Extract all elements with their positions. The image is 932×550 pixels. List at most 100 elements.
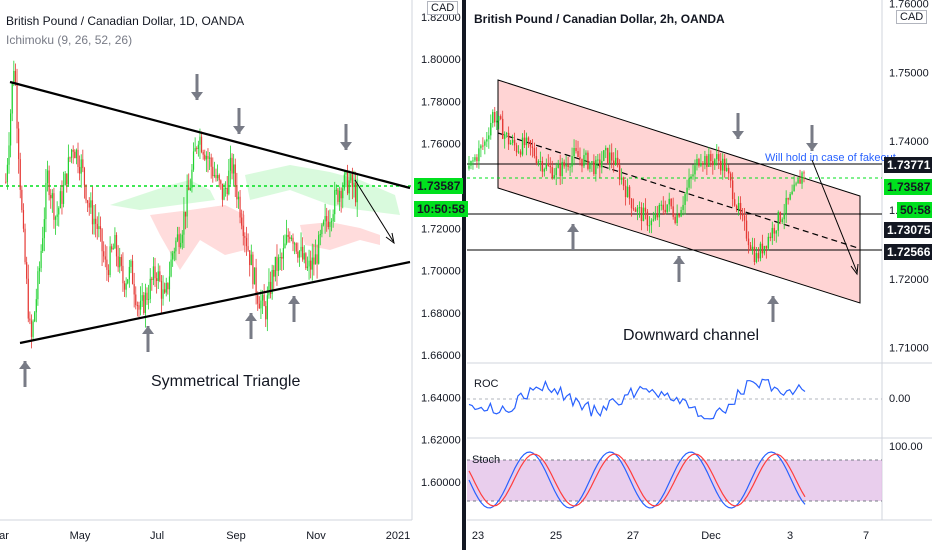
candle-body — [680, 209, 682, 217]
candle-body — [218, 175, 220, 181]
candle-body — [202, 151, 204, 155]
candle-body — [253, 267, 256, 285]
candle-body — [16, 83, 18, 129]
candle-body — [144, 292, 146, 313]
candle-body — [593, 161, 595, 175]
arrow-up-r1-head — [567, 224, 579, 232]
candle-body — [638, 207, 641, 209]
candle-body — [24, 228, 26, 263]
candle-body — [149, 278, 151, 299]
candle-body — [759, 243, 762, 259]
candle-body — [519, 151, 522, 155]
right-currency-badge[interactable]: CAD — [896, 10, 928, 24]
candle-body — [789, 194, 791, 200]
candle-body — [252, 254, 254, 285]
candle-body — [777, 211, 779, 231]
candle-body — [167, 283, 169, 290]
candle-body — [480, 145, 482, 149]
candle-body — [139, 300, 142, 310]
candle-body — [474, 157, 476, 161]
candle-body — [48, 170, 50, 196]
candle-body — [571, 156, 573, 167]
candle-body — [170, 259, 172, 277]
candle-body — [338, 190, 341, 202]
candle-body — [720, 160, 722, 171]
candle-body — [208, 157, 211, 159]
arrow-up-r3-head — [767, 296, 779, 304]
candle-body — [583, 155, 585, 167]
candle-body — [316, 254, 318, 264]
candle-body — [478, 148, 480, 162]
candle-body — [529, 140, 532, 147]
candle-body — [114, 235, 116, 249]
candle-body — [268, 281, 270, 296]
candle-body — [210, 157, 212, 167]
arrow-down-3-head — [340, 142, 352, 150]
candle-body — [241, 217, 243, 226]
candle-body — [75, 149, 78, 159]
candle-body — [197, 144, 199, 150]
candle-body — [151, 278, 153, 280]
candle-body — [662, 204, 664, 210]
candle-body — [40, 250, 42, 269]
candle-body — [771, 227, 773, 239]
candle-body — [282, 248, 284, 259]
candle-body — [611, 152, 613, 161]
candle-body — [69, 157, 71, 159]
ichimoku-cloud-bearish-1 — [150, 205, 245, 270]
candle-body — [123, 283, 126, 290]
candle-body — [543, 169, 546, 172]
candle-body — [708, 154, 710, 167]
candle-body — [601, 160, 603, 168]
candle-body — [535, 156, 538, 163]
candle-body — [225, 187, 227, 189]
candle-body — [353, 182, 355, 187]
candle-body — [722, 158, 724, 171]
candle-body — [620, 177, 623, 180]
candle-body — [545, 163, 548, 170]
candle-body — [250, 254, 252, 266]
candle-body — [753, 246, 756, 262]
candle-body — [511, 139, 514, 143]
candle-body — [706, 156, 708, 167]
candle-body — [199, 136, 201, 145]
triangle-lower-line — [19, 260, 411, 345]
candle-body — [616, 157, 619, 166]
candle-body — [672, 206, 674, 217]
left-currency-badge[interactable]: CAD — [427, 1, 459, 15]
candle-body — [77, 149, 79, 167]
candle-body — [765, 245, 768, 249]
candle-body — [791, 191, 793, 195]
candle-body — [682, 204, 684, 210]
candle-body — [513, 139, 516, 146]
candle-body — [755, 253, 758, 262]
candle-body — [581, 158, 583, 167]
candle-body — [51, 193, 53, 199]
candle-body — [484, 141, 486, 146]
candle-body — [220, 180, 222, 184]
y-tick-label-2: 1.74000 — [889, 136, 929, 148]
candle-body — [157, 271, 159, 281]
candle-body — [111, 246, 113, 250]
candle-body — [305, 253, 307, 269]
candle-body — [521, 137, 524, 155]
candle-body — [488, 135, 490, 140]
candle-body — [83, 168, 86, 186]
candle-body — [180, 242, 182, 248]
stoch-label: Stoch — [472, 454, 501, 466]
candle-body — [34, 312, 36, 322]
candle-body — [652, 219, 655, 221]
candle-body — [64, 173, 66, 185]
candle-body — [565, 164, 567, 167]
candle-body — [62, 184, 65, 204]
roc-zero-tick: 0.00 — [889, 393, 911, 405]
candle-body — [257, 295, 259, 304]
candle-body — [605, 147, 607, 151]
candle-body — [322, 221, 325, 225]
candle-body — [799, 179, 801, 184]
candle-body — [318, 235, 320, 264]
candle-body — [87, 200, 89, 203]
candle-body — [72, 149, 74, 152]
candle-body — [245, 237, 248, 247]
projection-line — [354, 179, 394, 242]
